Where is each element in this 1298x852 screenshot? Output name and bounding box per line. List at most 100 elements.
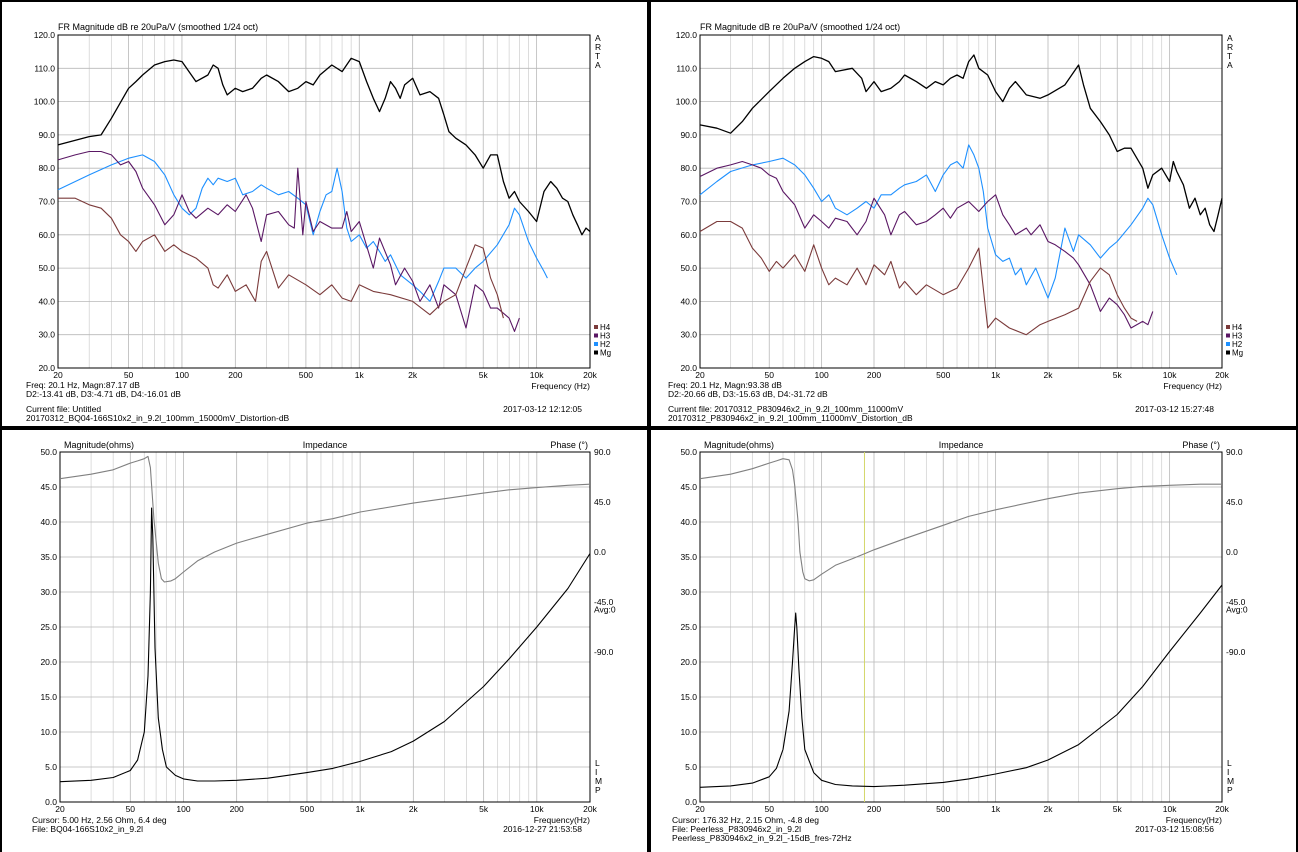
x-tick-label: 2k xyxy=(408,370,418,380)
x-tick-label: 200 xyxy=(228,370,242,380)
right-axis-title: Phase (°) xyxy=(550,440,588,450)
chart-title: FR Magnitude dB re 20uPa/V (smoothed 1/2… xyxy=(700,22,900,32)
impedance-panel-2: 0.0 5.0 10.0 15.0 20.0 25.0 30.0 35.0 40.0 45.0 50… xyxy=(652,430,1296,850)
series-line-h3 xyxy=(699,160,1154,329)
legend-label: H3 xyxy=(600,332,611,341)
series-line-mg xyxy=(57,57,591,236)
legend-label: H2 xyxy=(600,340,611,349)
y-tick-label: 60.0 xyxy=(38,230,55,240)
y-tick-label: 90.0 xyxy=(38,130,55,140)
y-tick-label: 120.0 xyxy=(676,30,698,40)
y-tick-label: 35.0 xyxy=(40,552,57,562)
footer-file: File: Peerless_P830946x2_in_9.2l xyxy=(672,824,801,834)
y-tick-label: 120.0 xyxy=(34,30,56,40)
y-tick-label: 70.0 xyxy=(38,197,55,207)
series-line-h2 xyxy=(57,154,548,302)
x-tick-label: 5k xyxy=(479,804,489,814)
x-tick-label: 20k xyxy=(1215,370,1229,380)
x-tick-label: 500 xyxy=(936,370,950,380)
series-group xyxy=(699,54,1223,336)
plot-border xyxy=(699,34,1223,369)
series-line-h2 xyxy=(699,144,1178,299)
y-tick-label: 20.0 xyxy=(680,657,697,667)
x-tick-label: 1k xyxy=(356,804,366,814)
footer-timestamp: 2016-12-27 21:53:58 xyxy=(503,824,582,834)
x-tick-label: 10k xyxy=(1163,804,1177,814)
side-label-letter: L xyxy=(595,758,600,768)
y-tick-label: 110.0 xyxy=(676,63,697,73)
y-tick-label: 15.0 xyxy=(40,692,57,702)
y-tick-label: 5.0 xyxy=(45,762,57,772)
chart-title: FR Magnitude dB re 20uPa/V (smoothed 1/2… xyxy=(58,22,258,32)
y-tick-label: 40.0 xyxy=(40,517,57,527)
legend-swatch xyxy=(594,342,598,346)
footer-readout: Freq: 20.1 Hz, Magn:87.17 dB xyxy=(26,380,140,390)
footer-file-name: Peerless_P830946x2_in_9.2l_-15dB_fres-72… xyxy=(672,833,852,843)
x-tick-label: 500 xyxy=(936,804,950,814)
y-tick-label: 20.0 xyxy=(680,363,697,373)
x-tick-label: 200 xyxy=(230,804,244,814)
chart-svg: 20.0 30.0 40.0 50.0 60.0 70.0 80.0 90.0 100.0 110… xyxy=(668,22,1243,423)
y-tick-label: 60.0 xyxy=(680,230,697,240)
right-axis-title: Phase (°) xyxy=(1182,440,1220,450)
x-tick-label: 50 xyxy=(765,804,775,814)
x-tick-label: 20 xyxy=(55,804,65,814)
y-tick-label: 30.0 xyxy=(38,330,55,340)
y-tick-label: 20.0 xyxy=(40,657,57,667)
legend-label: H4 xyxy=(600,323,611,332)
plot-border xyxy=(57,34,591,369)
y2-tick-label: 45.0 xyxy=(594,497,611,507)
side-label-letter: R xyxy=(1227,42,1233,52)
y-tick-label: 90.0 xyxy=(680,130,697,140)
legend-swatch xyxy=(1226,333,1230,338)
legend-swatch xyxy=(594,333,598,338)
grid xyxy=(60,451,590,803)
fr-distortion-panel-1: 20.0 30.0 40.0 50.0 60.0 70.0 80.0 90.0 100.0 110… xyxy=(2,2,646,426)
y-tick-label: 40.0 xyxy=(38,296,55,306)
series-group xyxy=(59,455,591,783)
footer-timestamp: 2017-03-12 15:08:56 xyxy=(1135,824,1214,834)
x-tick-label: 2k xyxy=(1044,370,1054,380)
x-tick-label: 5k xyxy=(1113,804,1123,814)
footer-timestamp: 2017-03-12 12:12:05 xyxy=(503,404,582,414)
y-tick-label: 100.0 xyxy=(34,97,56,107)
y-tick-label: 50.0 xyxy=(680,263,697,273)
side-label-letter: M xyxy=(595,776,602,786)
y-tick-label: 15.0 xyxy=(680,692,697,702)
frame-middle-horizontal xyxy=(0,426,1298,430)
side-label-letter: A xyxy=(595,60,601,70)
footer-timestamp: 2017-03-12 15:27:48 xyxy=(1135,404,1214,414)
chart-title: Impedance xyxy=(939,440,984,450)
series-group xyxy=(699,458,1223,788)
x-tick-label: 100 xyxy=(175,370,189,380)
footer-file: File: BQ04-166S10x2_in_9.2l xyxy=(32,824,143,834)
y-tick-label: 10.0 xyxy=(680,727,697,737)
y-tick-label: 45.0 xyxy=(680,482,697,492)
chart-svg: 0.0 5.0 10.0 15.0 20.0 25.0 30.0 35.0 40.0 45.0 50… xyxy=(32,440,616,834)
series-group xyxy=(57,57,591,332)
y-tick-label: 20.0 xyxy=(38,363,55,373)
x-axis-label: Frequency (Hz) xyxy=(1163,381,1222,391)
x-tick-label: 20k xyxy=(583,804,597,814)
x-tick-label: 200 xyxy=(867,804,881,814)
side-label-letter: T xyxy=(1227,51,1232,61)
left-axis-title: Magnitude(ohms) xyxy=(64,440,134,450)
y-tick-label: 80.0 xyxy=(38,163,55,173)
x-tick-label: 5k xyxy=(479,370,489,380)
fr-distortion-panel-2: 20.0 30.0 40.0 50.0 60.0 70.0 80.0 90.0 100.0 110… xyxy=(652,2,1296,426)
x-tick-label: 1k xyxy=(355,370,365,380)
side-label-letter: P xyxy=(595,785,601,795)
footer-distortion: D2:-20.66 dB, D3:-15.63 dB, D4:-31.72 dB xyxy=(668,389,828,399)
footer-current-file: Current file: 20170312_P830946x2_in_9.2l… xyxy=(668,404,904,414)
footer-cursor: Cursor: 5.00 Hz, 2.56 Ohm, 6.4 deg xyxy=(32,815,167,825)
legend-swatch xyxy=(1226,350,1230,355)
side-label-letter: A xyxy=(1227,33,1233,43)
grid xyxy=(58,34,590,369)
x-axis-label: Frequency(Hz) xyxy=(534,815,590,825)
side-label-letter: P xyxy=(1227,785,1233,795)
x-tick-label: 10k xyxy=(1163,370,1177,380)
x-axis-label: Frequency (Hz) xyxy=(531,381,590,391)
